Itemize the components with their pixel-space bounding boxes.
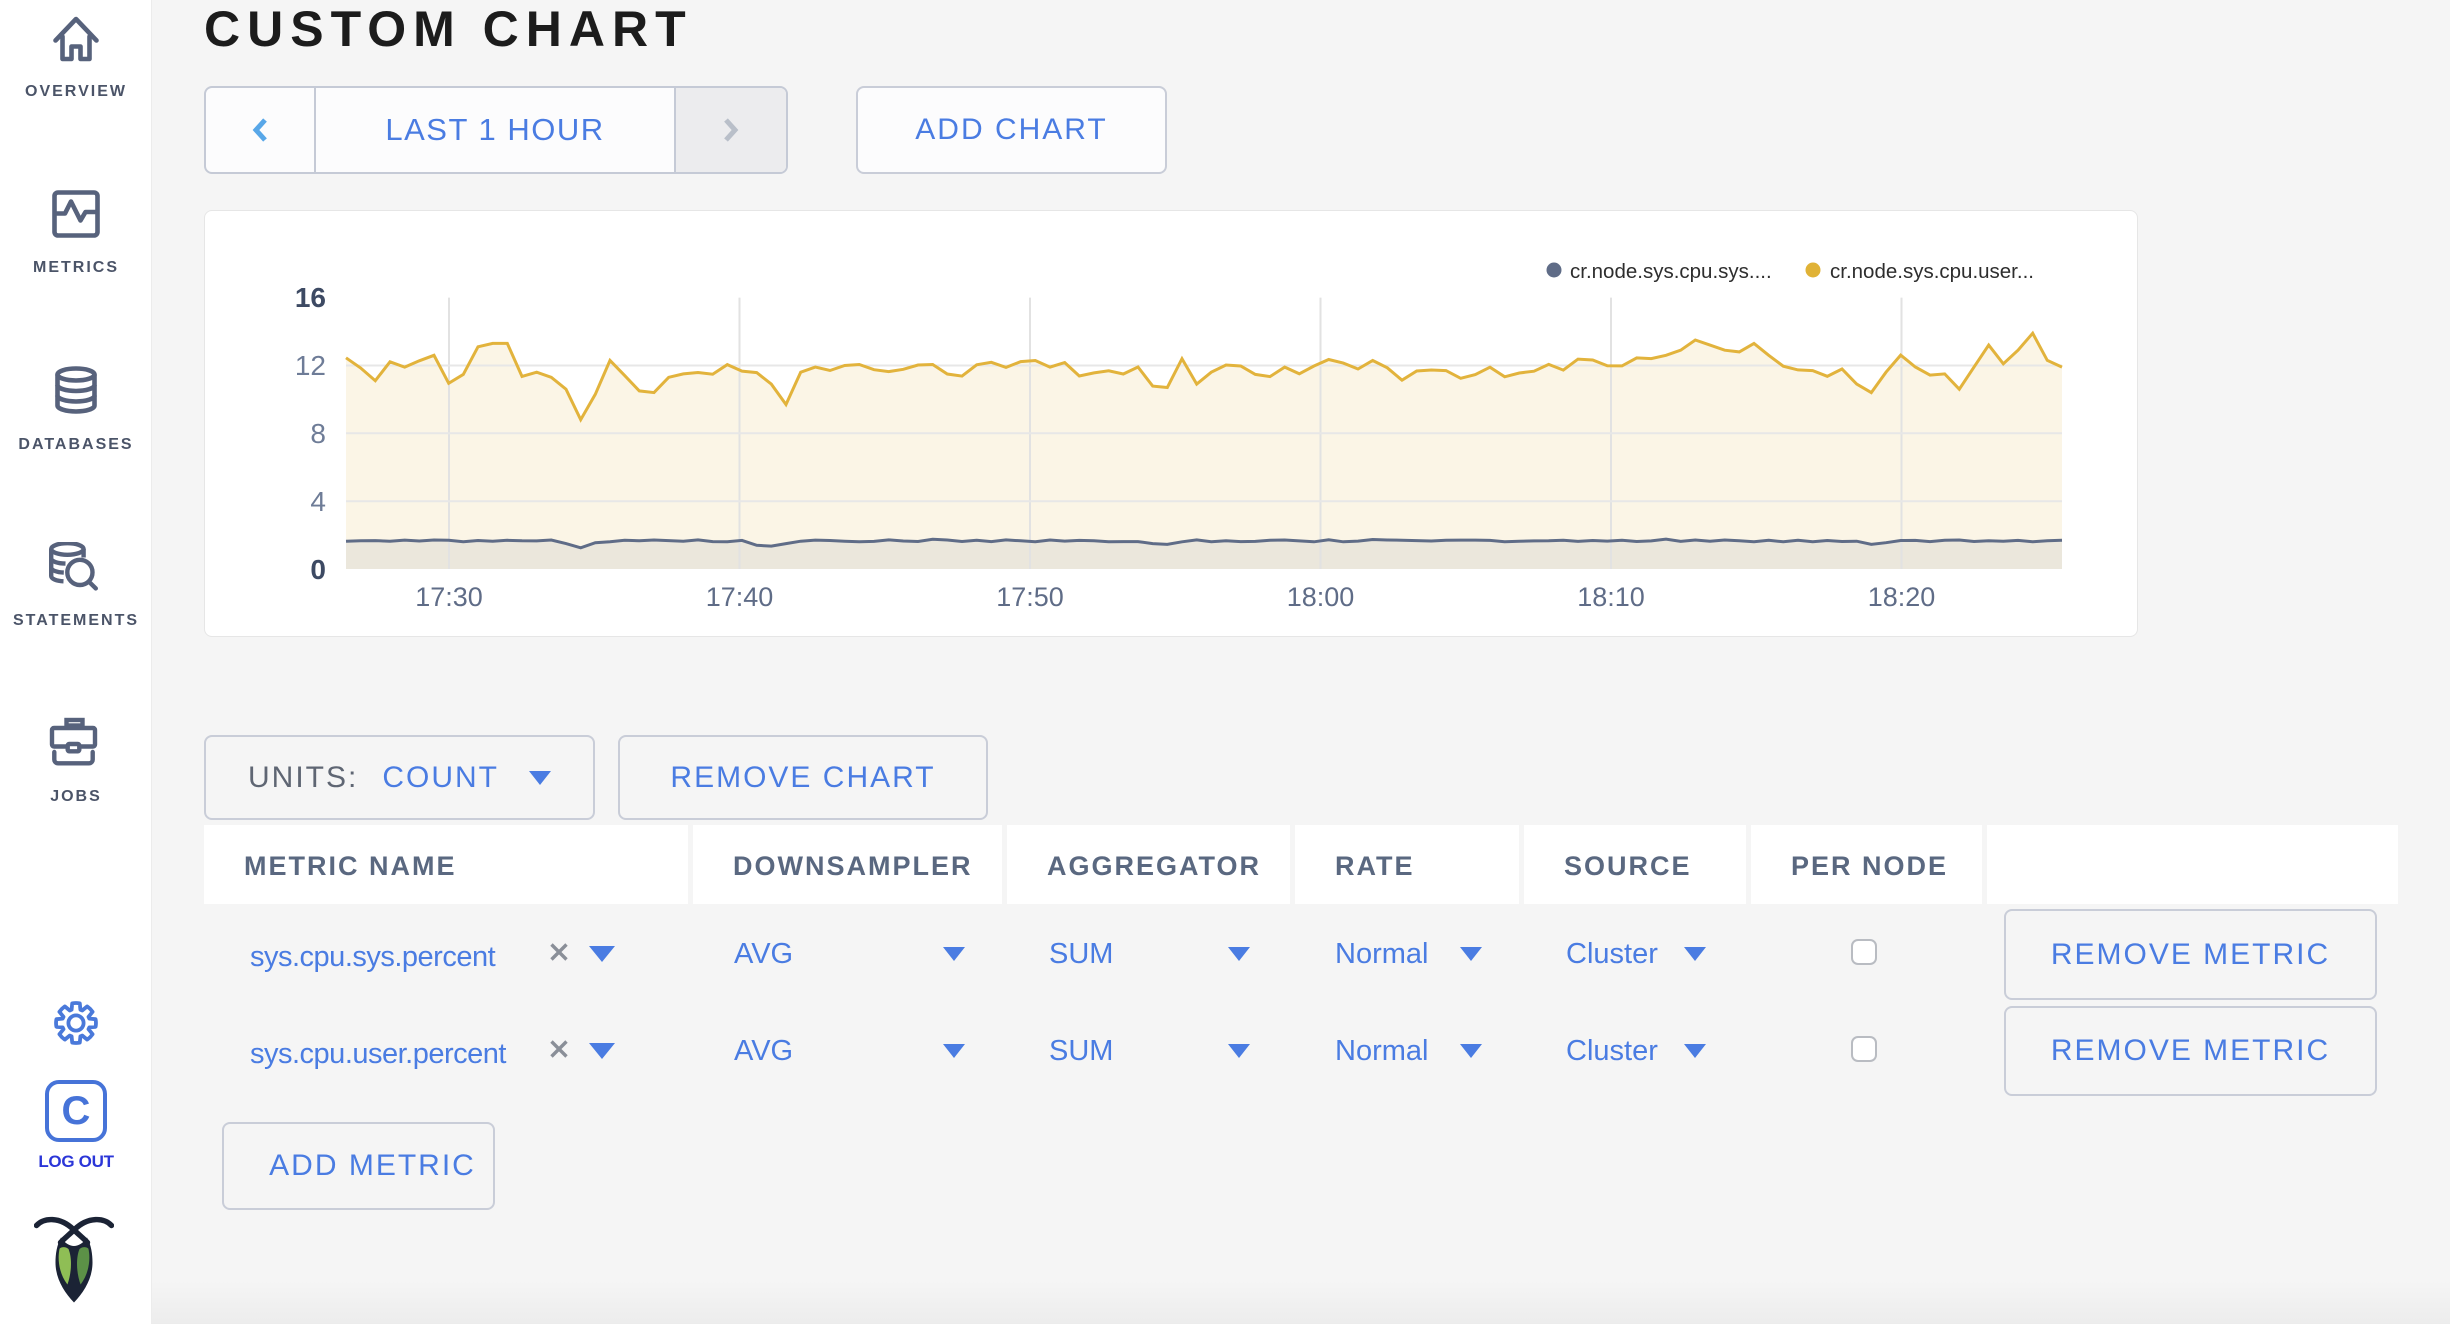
svg-text:12: 12 bbox=[295, 350, 326, 381]
svg-text:17:50: 17:50 bbox=[996, 582, 1064, 612]
svg-text:18:00: 18:00 bbox=[1287, 582, 1355, 612]
svg-text:16: 16 bbox=[295, 282, 326, 313]
svg-text:18:10: 18:10 bbox=[1577, 582, 1645, 612]
svg-text:17:30: 17:30 bbox=[415, 582, 483, 612]
svg-text:cr.node.sys.cpu.sys....: cr.node.sys.cpu.sys.... bbox=[1570, 260, 1772, 283]
svg-text:8: 8 bbox=[310, 418, 326, 449]
svg-text:17:40: 17:40 bbox=[706, 582, 774, 612]
svg-text:0: 0 bbox=[310, 554, 326, 585]
svg-text:18:20: 18:20 bbox=[1868, 582, 1936, 612]
svg-text:4: 4 bbox=[310, 486, 326, 517]
svg-text:cr.node.sys.cpu.user...: cr.node.sys.cpu.user... bbox=[1830, 260, 2034, 283]
